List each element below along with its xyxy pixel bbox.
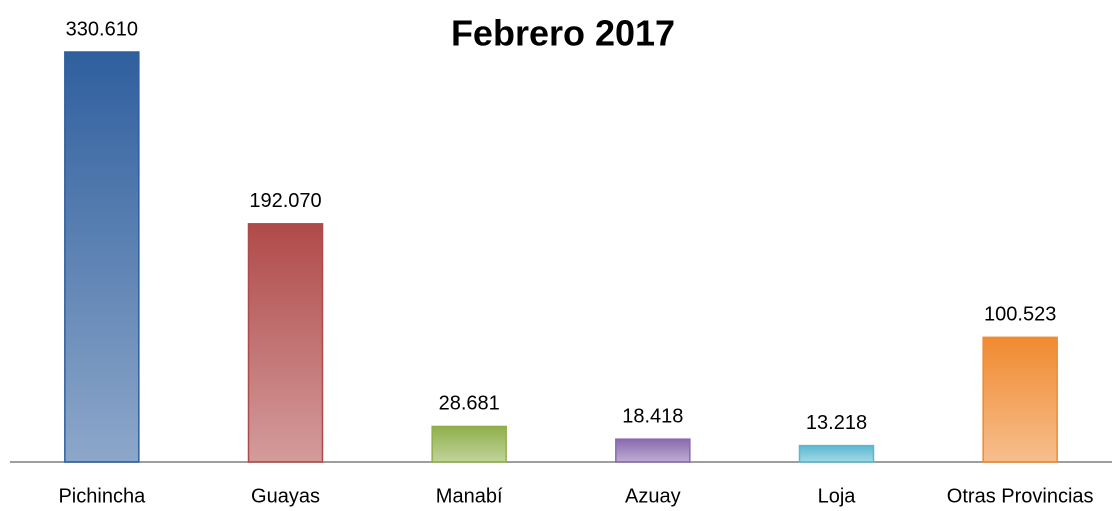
bar (431, 425, 507, 463)
bar (982, 336, 1058, 463)
value-label: 192.070 (249, 190, 321, 212)
value-label: 330.610 (66, 18, 138, 40)
x-tick-label: Otras Provincias (947, 485, 1094, 507)
value-label: 13.218 (806, 412, 867, 434)
bar (798, 444, 875, 463)
x-tick-label: Loja (818, 485, 857, 507)
bar (247, 223, 324, 463)
bar (615, 438, 691, 463)
x-tick-label: Pichincha (58, 485, 146, 507)
x-tick-label: Guayas (251, 485, 320, 507)
value-label: 18.418 (622, 405, 683, 427)
value-label: 28.681 (439, 393, 500, 415)
bar (64, 51, 140, 463)
x-tick-label: Azuay (625, 485, 681, 507)
x-tick-label: Manabí (436, 485, 503, 507)
value-label: 100.523 (984, 304, 1056, 326)
chart-title: Febrero 2017 (451, 13, 675, 54)
